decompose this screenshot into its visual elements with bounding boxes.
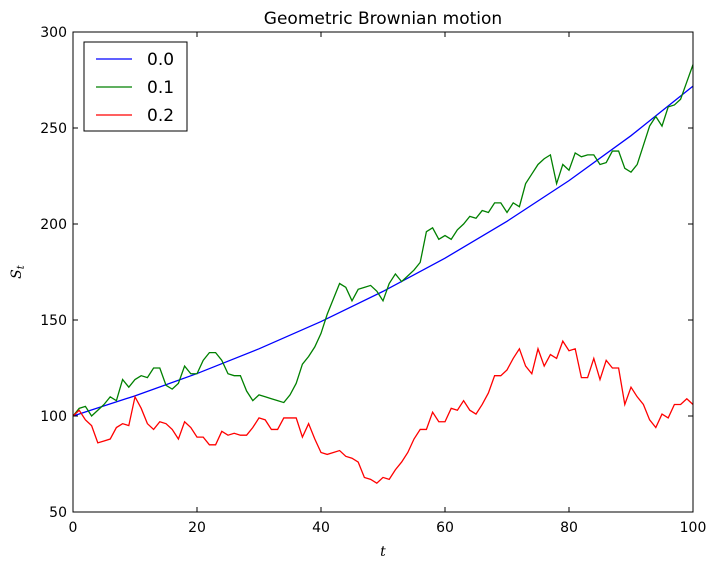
series-line-0	[72, 85, 694, 417]
legend: 0.0 0.1 0.2	[83, 41, 188, 132]
y-axis-label-subscript: t	[16, 264, 27, 269]
x-tick-label-3: 60	[436, 520, 454, 536]
plot-frame	[72, 31, 694, 513]
series-line-1	[72, 64, 694, 418]
y-axis-label-main: S	[9, 269, 25, 279]
ticks-layer: 0 20 40 60 80 100 50 100 150 200 250 300	[40, 25, 706, 536]
series-line-2	[72, 339, 694, 485]
legend-label-1: 0.1	[147, 78, 174, 98]
legend-label-2: 0.2	[147, 106, 174, 126]
y-axis-label: St	[9, 264, 27, 279]
y-tick-label-1: 100	[40, 409, 67, 425]
x-tick-label-1: 20	[188, 520, 206, 536]
x-tick-label-5: 100	[680, 520, 707, 536]
x-tick-label-2: 40	[312, 520, 330, 536]
chart-title: Geometric Brownian motion	[264, 9, 502, 29]
series-layer	[72, 64, 694, 485]
y-tick-label-2: 150	[40, 313, 67, 329]
y-tick-label-0: 50	[49, 505, 67, 521]
x-tick-label-0: 0	[69, 520, 78, 536]
y-tick-label-5: 300	[40, 25, 67, 41]
x-tick-label-4: 80	[560, 520, 578, 536]
x-axis-label: t	[380, 544, 386, 560]
y-tick-label-4: 250	[40, 121, 67, 137]
y-tick-label-3: 200	[40, 217, 67, 233]
legend-label-0: 0.0	[147, 50, 174, 70]
